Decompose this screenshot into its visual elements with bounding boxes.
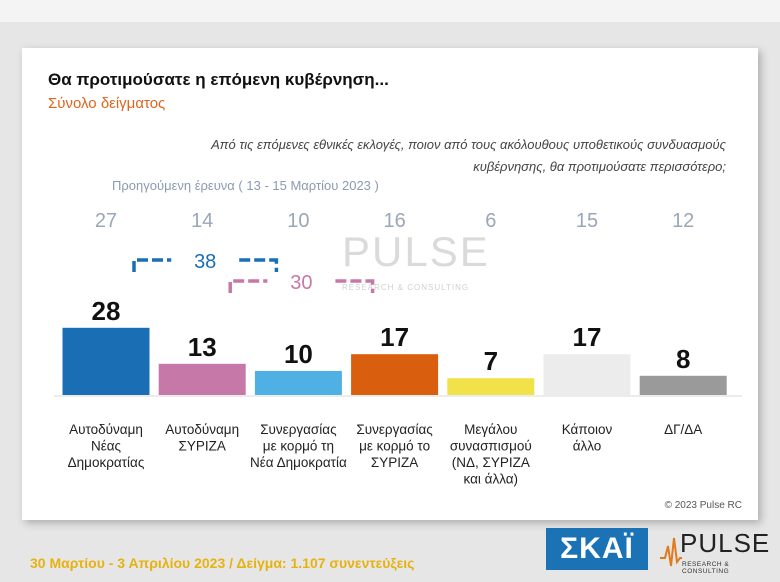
category-label-2: Συνεργασίας με κορμό τη Νέα Δημοκρατία (250, 422, 347, 470)
pulse-watermark: PULSE (342, 228, 490, 275)
category-label-1: Αυτοδύναμη ΣΥΡΙΖΑ (165, 422, 239, 454)
skai-logo: ΣΚΑΪ (546, 528, 648, 570)
pulse-logo-word: PULSE (680, 528, 771, 558)
bar-value-label-1: 13 (188, 332, 217, 362)
sum-bracket-label-0: 38 (194, 251, 216, 273)
category-label-4: Μεγάλου συνασπισμού (ΝΔ, ΣΥΡΙΖΑ και άλλα) (450, 422, 532, 487)
previous-value-label-2: 10 (287, 210, 309, 232)
previous-value-label-0: 27 (95, 210, 117, 232)
sum-bracket-label-1: 30 (290, 272, 312, 294)
chart-title: Θα προτιμούσατε η επόμενη κυβέρνηση... (48, 70, 389, 89)
bar-0 (62, 327, 150, 395)
category-label-3: Συνεργασίας με κορμό το ΣΥΡΙΖΑ (356, 422, 433, 470)
previous-survey-label: Προηγούμενη έρευνα ( 13 - 15 Μαρτίου 202… (112, 178, 379, 193)
bar-value-label-6: 8 (676, 344, 690, 374)
sum-bracket-1 (228, 279, 375, 293)
bar-3 (351, 354, 439, 395)
pulse-wave-icon (660, 537, 682, 567)
previous-value-label-1: 14 (191, 210, 213, 232)
chart-subtitle: Σύνολο δείγματος (48, 95, 166, 112)
previous-value-label-4: 6 (485, 210, 496, 232)
pulse-logo: PULSE RESEARCH & CONSULTING (660, 528, 772, 575)
bar-4 (447, 378, 535, 395)
bar-value-label-4: 7 (484, 346, 498, 376)
top-band (0, 0, 780, 22)
previous-value-label-6: 12 (672, 210, 694, 232)
copyright: © 2023 Pulse RC (664, 500, 742, 511)
bar-value-label-5: 17 (573, 322, 602, 352)
bar-value-label-3: 17 (380, 322, 409, 352)
bar-1 (158, 363, 246, 395)
previous-value-label-5: 15 (576, 210, 598, 232)
pulse-logo-tagline: RESEARCH & CONSULTING (682, 561, 730, 575)
category-label-6: ΔΓ/ΔΑ (664, 422, 702, 437)
previous-value-label-3: 16 (383, 210, 405, 232)
bar-6 (639, 375, 727, 395)
bar-2 (254, 371, 342, 395)
sum-bracket-0 (132, 258, 279, 272)
bar-5 (543, 354, 631, 395)
bar-value-label-0: 28 (92, 296, 121, 326)
survey-dates-sample: 30 Μαρτίου - 3 Απριλίου 2023 / Δείγμα: 1… (30, 555, 415, 571)
category-label-0: Αυτοδύναμη Νέας Δημοκρατίας (68, 422, 145, 470)
bar-value-label-2: 10 (284, 339, 313, 369)
pulse-watermark-tagline: RESEARCH & CONSULTING (342, 283, 470, 292)
category-label-5: Κάποιον άλλο (562, 422, 613, 454)
chart-card (22, 48, 758, 520)
survey-question: Από τις επόμενες εθνικές εκλογές, ποιον … (211, 137, 726, 174)
